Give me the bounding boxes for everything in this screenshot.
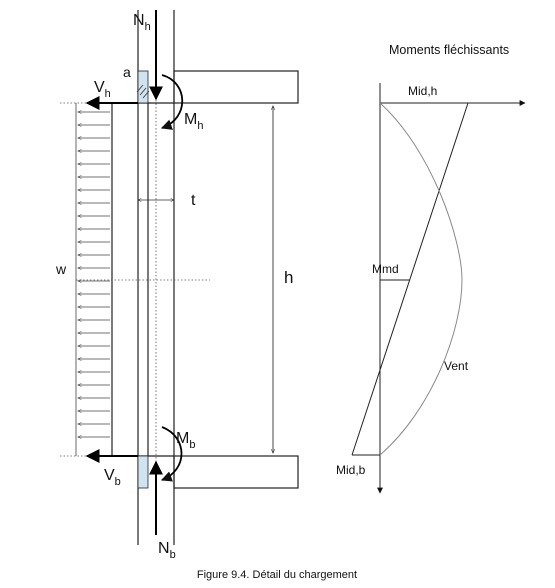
wind-load-arrows xyxy=(78,112,110,437)
top-bearing-pad xyxy=(137,70,149,104)
t-label: t xyxy=(191,192,196,209)
hatch-marks xyxy=(136,84,150,99)
nb-label: Nb xyxy=(158,540,176,561)
wind-moment-curve xyxy=(379,102,463,456)
mid-h-label: Mid,h xyxy=(408,84,437,98)
mh-arrow xyxy=(160,74,184,130)
a-label: a xyxy=(123,64,131,80)
mb-label: Mb xyxy=(176,430,195,451)
mh-label: Mh xyxy=(184,111,203,132)
moment-diagram-title: Moments fléchissants xyxy=(389,43,509,57)
nh-label: Nh xyxy=(133,12,151,33)
vh-label: Vh xyxy=(94,79,111,100)
mid-b-label: Mid,b xyxy=(336,463,366,477)
vent-label: Vent xyxy=(444,359,469,373)
figure-caption: Figure 9.4. Détail du chargement xyxy=(197,569,357,581)
mb-arrow xyxy=(160,426,183,482)
mmd-label: Mmd xyxy=(372,262,399,276)
vb-label: Vb xyxy=(104,467,121,488)
bottom-bearing-pad xyxy=(137,455,149,489)
moment-diagram xyxy=(351,83,526,494)
w-label: w xyxy=(55,261,67,277)
h-label: h xyxy=(284,268,293,287)
